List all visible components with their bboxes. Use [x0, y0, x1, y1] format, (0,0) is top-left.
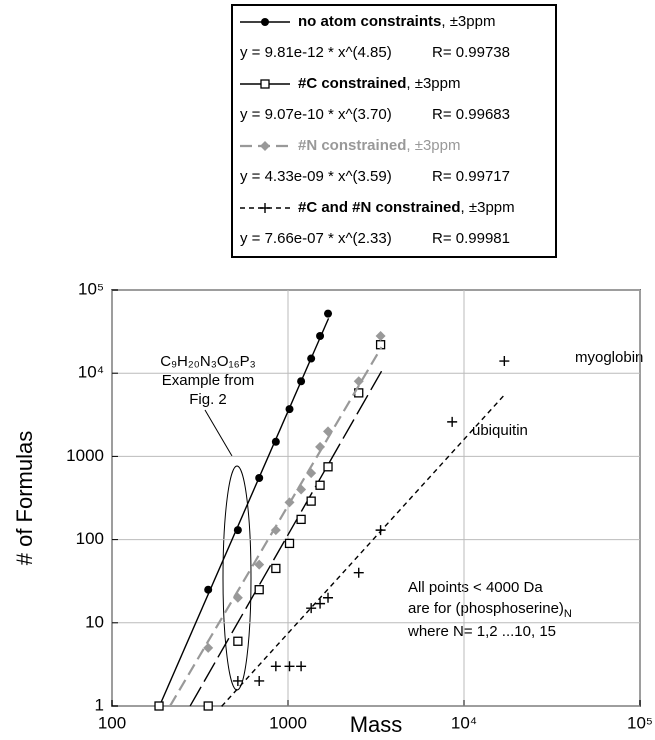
point: [499, 356, 510, 367]
y-tick-label: 1000: [66, 446, 104, 465]
legend-entry: #C and #N constrained, ±3ppm: [298, 199, 515, 216]
point: [375, 330, 386, 341]
annotation: C₉H₂₀N₃O₁₆P₃: [160, 353, 256, 370]
annotation: where N= 1,2 ...10, 15: [407, 623, 556, 640]
legend-equation: y = 9.81e-12 * x^(4.85): [240, 44, 392, 61]
point: [323, 592, 334, 603]
legend-entry: #C constrained, ±3ppm: [298, 75, 460, 92]
annotation: All points < 4000 Da: [408, 579, 543, 596]
y-axis-title: # of Formulas: [12, 431, 37, 566]
legend-r: R= 0.99981: [432, 230, 510, 247]
point: [203, 642, 214, 653]
legend-box: [231, 4, 557, 258]
point: [316, 331, 325, 340]
legend-marker: [260, 203, 270, 213]
point: [254, 585, 264, 595]
point: [306, 603, 317, 614]
legend-marker: [260, 79, 270, 89]
x-tick-label: 100: [98, 713, 126, 732]
point: [306, 468, 317, 479]
point: [307, 354, 316, 363]
point: [284, 538, 295, 549]
legend-label: #C and #N constrained: [298, 199, 461, 216]
point: [315, 598, 326, 609]
legend-marker: [261, 18, 269, 26]
point: [284, 661, 295, 672]
annotation: are for (phosphoserine)N: [408, 600, 572, 620]
legend-equation: y = 9.07e-10 * x^(3.70): [240, 106, 392, 123]
point: [296, 514, 306, 525]
point: [255, 474, 264, 483]
y-tick-label: 10⁴: [78, 363, 104, 382]
point: [271, 437, 280, 446]
point: [284, 497, 295, 508]
annotation-ellipse: [222, 465, 252, 691]
point: [254, 559, 265, 570]
fit-line: [221, 394, 506, 707]
y-tick-label: 10⁵: [78, 279, 104, 298]
point: [296, 661, 307, 672]
point: [203, 701, 213, 711]
point: [232, 592, 243, 603]
annotation: are for (phosphoserine): [408, 600, 564, 617]
legend-label: #C constrained: [298, 75, 406, 92]
point: [233, 636, 243, 646]
annotation: Fig. 2: [189, 391, 227, 408]
point: [315, 441, 326, 452]
annotation-pointer: [204, 409, 233, 457]
x-axis-title: Mass: [350, 712, 403, 737]
point: [254, 675, 265, 686]
annotation-subscript: N: [564, 608, 572, 620]
point: [315, 480, 325, 490]
point: [204, 585, 213, 594]
point: [323, 426, 334, 437]
legend-entry: #N constrained, ±3ppm: [298, 137, 460, 154]
legend-note: , ±3ppm: [461, 199, 515, 216]
x-tick-label: 1000: [269, 713, 307, 732]
legend-note: , ±3ppm: [406, 75, 460, 92]
point: [447, 416, 458, 427]
point: [270, 525, 281, 536]
point: [271, 563, 281, 574]
y-tick-label: 1: [95, 695, 104, 714]
point: [353, 376, 364, 387]
legend-label: no atom constraints: [298, 13, 441, 30]
x-tick-label: 10⁴: [451, 713, 477, 732]
point: [323, 462, 333, 472]
point: [154, 701, 164, 711]
point: [297, 377, 306, 386]
legend-equation: y = 4.33e-09 * x^(3.59): [240, 168, 392, 185]
legend-r: R= 0.99717: [432, 168, 510, 185]
y-tick-label: 100: [76, 529, 104, 548]
point: [232, 675, 243, 686]
point: [306, 496, 316, 506]
point: [375, 525, 386, 536]
legend-equation: y = 7.66e-07 * x^(2.33): [240, 230, 392, 247]
legend-marker: [260, 141, 270, 151]
point: [285, 405, 294, 414]
annotation: ubiquitin: [472, 422, 528, 439]
annotation: myoglobin: [575, 349, 643, 366]
point: [324, 309, 333, 318]
fit-line: [189, 370, 383, 707]
legend-r: R= 0.99683: [432, 106, 510, 123]
legend-label: #N constrained: [298, 137, 406, 154]
point: [233, 526, 242, 535]
y-tick-label: 10: [85, 612, 104, 631]
legend-note: , ±3ppm: [406, 137, 460, 154]
point: [353, 567, 364, 578]
point: [270, 661, 281, 672]
annotation: Example from: [162, 372, 255, 389]
legend-note: , ±3ppm: [441, 13, 495, 30]
legend-r: R= 0.99738: [432, 44, 510, 61]
point: [296, 484, 307, 495]
legend-entry: no atom constraints, ±3ppm: [298, 13, 495, 30]
x-tick-label: 10⁵: [627, 713, 653, 732]
